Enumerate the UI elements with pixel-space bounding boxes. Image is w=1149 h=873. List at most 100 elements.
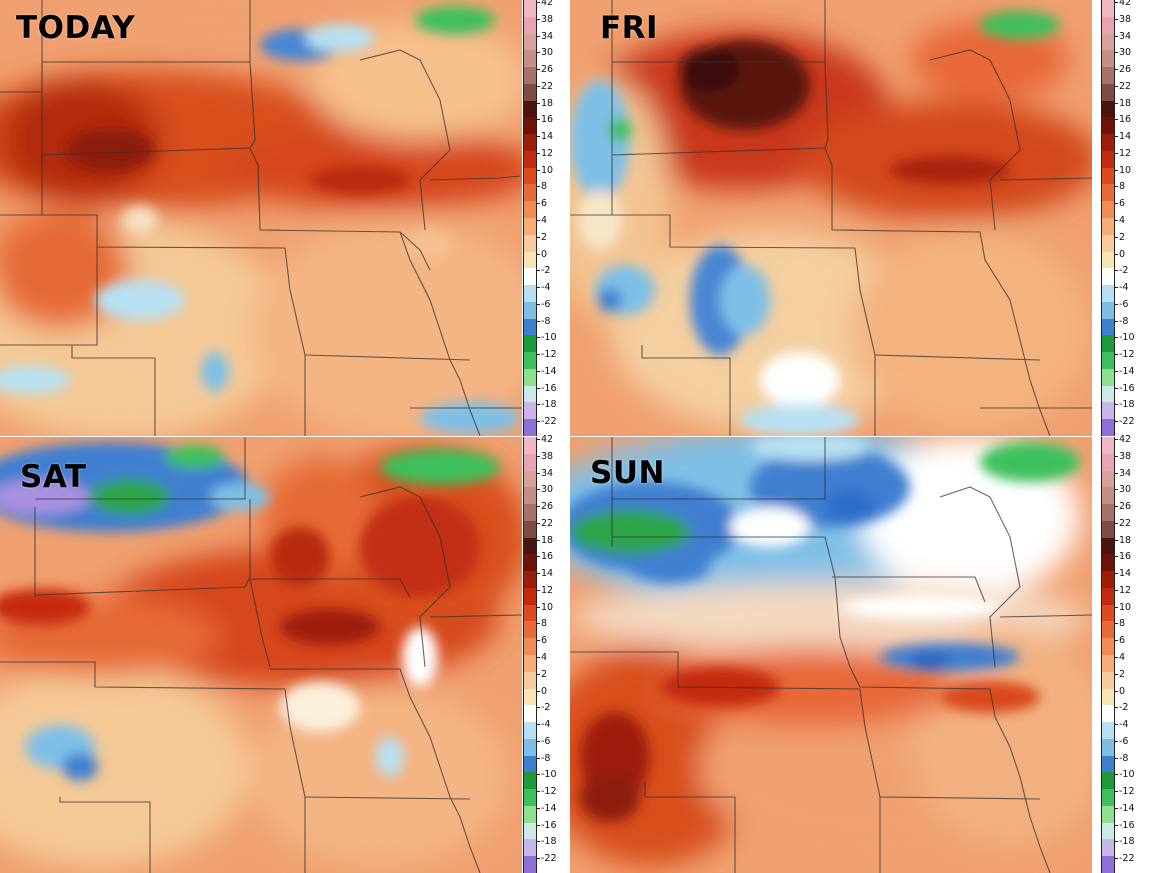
colorbar-tick xyxy=(536,740,540,742)
temperature-anomaly-map-fri xyxy=(570,0,1092,436)
colorbar-label: -22 xyxy=(541,853,557,865)
colorbar-swatch xyxy=(524,755,536,773)
colorbar-tick xyxy=(536,858,540,860)
colorbar-label: -14 xyxy=(541,365,557,377)
colorbar-label: 2 xyxy=(1119,231,1126,243)
colorbar-swatch xyxy=(524,554,536,572)
colorbar-tick xyxy=(1114,421,1118,423)
colorbar-tick xyxy=(536,489,540,491)
colorbar-tick xyxy=(1114,2,1118,3)
colorbar-label: -12 xyxy=(1119,349,1135,361)
colorbar-swatch xyxy=(1102,234,1114,253)
colorbar-label: -2 xyxy=(1119,265,1129,277)
colorbar-tick xyxy=(536,136,540,138)
colorbar-label: 2 xyxy=(541,668,548,680)
colorbar-label: 14 xyxy=(541,131,554,143)
colorbar-swatch xyxy=(524,453,536,472)
colorbar-legend-bottom-right: 42 38 34 30 26 22 18 16 14 12 10 8 6 4 2 0 -2 -4 -6 -8 -10 -1… xyxy=(1101,435,1149,873)
colorbar-label: -10 xyxy=(1119,332,1135,344)
colorbar-swatch xyxy=(524,722,536,740)
colorbar-tick xyxy=(536,52,540,54)
colorbar-tick xyxy=(1114,740,1118,742)
colorbar-tick xyxy=(1114,824,1118,826)
colorbar-tick xyxy=(536,841,540,843)
colorbar-strip xyxy=(1101,437,1115,873)
colorbar-swatch xyxy=(1102,805,1114,824)
colorbar-tick xyxy=(536,774,540,776)
colorbar-tick xyxy=(536,387,540,389)
colorbar-swatch xyxy=(1102,437,1114,455)
colorbar-swatch xyxy=(1102,487,1114,505)
colorbar-legend-top-left: 42 38 34 30 26 22 18 16 14 12 10 8 6 4 2 0 -2 -4 -6 -8 -10 -1… xyxy=(523,0,571,437)
colorbar-label: -4 xyxy=(1119,719,1129,731)
colorbar-swatch xyxy=(1102,201,1114,219)
colorbar-swatch xyxy=(1102,117,1114,135)
colorbar-swatch xyxy=(1102,470,1114,488)
colorbar-tick xyxy=(1114,589,1118,591)
colorbar-label: -14 xyxy=(1119,802,1135,814)
colorbar-swatch xyxy=(1102,0,1114,18)
colorbar-label: -8 xyxy=(1119,752,1129,764)
colorbar-tick xyxy=(536,824,540,826)
colorbar-tick xyxy=(536,35,540,37)
colorbar-swatch xyxy=(524,0,536,18)
colorbar-swatch xyxy=(524,520,536,539)
colorbar-swatch xyxy=(1102,722,1114,740)
colorbar-label: -22 xyxy=(1119,853,1135,865)
colorbar-label: 2 xyxy=(1119,668,1126,680)
colorbar-swatch xyxy=(1102,705,1114,723)
colorbar-swatch xyxy=(524,688,536,706)
colorbar-tick xyxy=(1114,707,1118,709)
colorbar-tick xyxy=(1114,657,1118,658)
colorbar-label: 30 xyxy=(1119,47,1132,59)
map-panel-sun: SUN xyxy=(570,437,1092,873)
colorbar-label: 18 xyxy=(1119,534,1132,546)
colorbar-label: -12 xyxy=(541,786,557,798)
colorbar-label: 22 xyxy=(1119,80,1132,92)
colorbar-swatch xyxy=(1102,251,1114,269)
colorbar-swatch xyxy=(1102,520,1114,539)
colorbar-swatch xyxy=(524,352,536,370)
colorbar-label: 26 xyxy=(1119,501,1132,513)
colorbar-label: 16 xyxy=(1119,114,1132,126)
colorbar-label: -6 xyxy=(1119,735,1129,747)
colorbar-swatch xyxy=(1102,839,1114,857)
colorbar-swatch xyxy=(1102,318,1114,336)
colorbar-label: -18 xyxy=(541,836,557,848)
colorbar-label: -10 xyxy=(541,332,557,344)
colorbar-tick xyxy=(536,270,540,272)
colorbar-tick xyxy=(536,253,540,255)
colorbar-tick xyxy=(1114,253,1118,255)
colorbar-tick xyxy=(1114,724,1118,726)
colorbar-swatch xyxy=(1102,402,1114,420)
colorbar-swatch xyxy=(1102,571,1114,589)
colorbar-swatch xyxy=(1102,755,1114,773)
colorbar-label: 16 xyxy=(1119,551,1132,563)
colorbar-swatch xyxy=(1102,150,1114,169)
colorbar-label: 0 xyxy=(541,685,548,697)
colorbar-tick xyxy=(1114,489,1118,491)
colorbar-label: 6 xyxy=(1119,198,1126,210)
colorbar-label: 4 xyxy=(1119,652,1126,663)
colorbar-label: 18 xyxy=(541,97,554,109)
colorbar-swatch xyxy=(524,234,536,253)
colorbar-tick xyxy=(1114,119,1118,121)
colorbar-tick xyxy=(536,18,540,20)
colorbar-tick xyxy=(536,573,540,575)
colorbar-label: -8 xyxy=(541,315,551,327)
colorbar-label: 38 xyxy=(541,450,554,462)
colorbar-label: 12 xyxy=(1119,147,1132,159)
colorbar-label: -16 xyxy=(541,819,557,831)
colorbar-tick xyxy=(1114,136,1118,138)
colorbar-tick xyxy=(1114,606,1118,608)
colorbar-swatch xyxy=(524,167,536,185)
colorbar-swatch xyxy=(1102,134,1114,152)
colorbar-swatch xyxy=(524,470,536,488)
colorbar-swatch xyxy=(1102,621,1114,639)
colorbar-swatch xyxy=(524,318,536,336)
colorbar-label: 2 xyxy=(541,231,548,243)
colorbar-swatch xyxy=(524,419,536,437)
colorbar-tick xyxy=(536,673,540,675)
colorbar-label: 6 xyxy=(541,198,548,210)
colorbar-label: 42 xyxy=(541,0,554,8)
